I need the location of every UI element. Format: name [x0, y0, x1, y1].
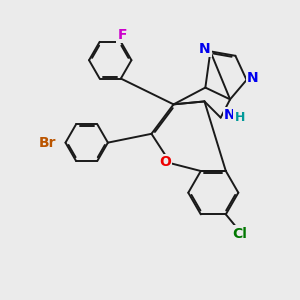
Text: O: O [159, 155, 171, 169]
Text: F: F [118, 28, 127, 42]
Text: H: H [235, 110, 245, 124]
Text: N: N [224, 108, 235, 122]
Text: Br: Br [39, 136, 56, 150]
Text: N: N [199, 42, 211, 56]
Text: Cl: Cl [232, 226, 247, 241]
Text: N: N [247, 71, 259, 85]
